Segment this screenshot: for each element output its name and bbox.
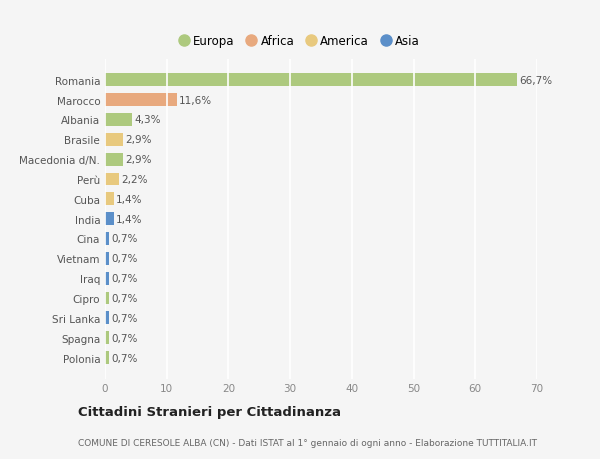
Bar — [105, 114, 131, 127]
Text: 0,7%: 0,7% — [112, 274, 138, 284]
Text: 0,7%: 0,7% — [112, 293, 138, 303]
Bar — [105, 74, 517, 87]
Text: 0,7%: 0,7% — [112, 353, 138, 363]
Text: 66,7%: 66,7% — [519, 76, 552, 85]
Text: 0,7%: 0,7% — [112, 313, 138, 323]
Text: 2,2%: 2,2% — [121, 174, 148, 185]
Bar — [105, 193, 113, 206]
Bar — [105, 134, 123, 146]
Bar — [105, 233, 109, 246]
Text: 1,4%: 1,4% — [116, 195, 143, 204]
Bar — [105, 331, 109, 344]
Text: COMUNE DI CERESOLE ALBA (CN) - Dati ISTAT al 1° gennaio di ogni anno - Elaborazi: COMUNE DI CERESOLE ALBA (CN) - Dati ISTA… — [78, 438, 537, 447]
Text: 1,4%: 1,4% — [116, 214, 143, 224]
Text: 2,9%: 2,9% — [125, 135, 152, 145]
Text: 2,9%: 2,9% — [125, 155, 152, 165]
Text: 0,7%: 0,7% — [112, 333, 138, 343]
Bar — [105, 252, 109, 265]
Bar — [105, 351, 109, 364]
Bar — [105, 292, 109, 305]
Legend: Europa, Africa, America, Asia: Europa, Africa, America, Asia — [174, 30, 425, 53]
Text: 11,6%: 11,6% — [179, 95, 212, 106]
Bar — [105, 173, 119, 186]
Bar — [105, 94, 176, 107]
Text: 0,7%: 0,7% — [112, 234, 138, 244]
Text: 4,3%: 4,3% — [134, 115, 161, 125]
Bar — [105, 272, 109, 285]
Bar — [105, 153, 123, 166]
Text: Cittadini Stranieri per Cittadinanza: Cittadini Stranieri per Cittadinanza — [78, 405, 341, 419]
Text: 0,7%: 0,7% — [112, 254, 138, 264]
Bar — [105, 213, 113, 226]
Bar — [105, 312, 109, 325]
